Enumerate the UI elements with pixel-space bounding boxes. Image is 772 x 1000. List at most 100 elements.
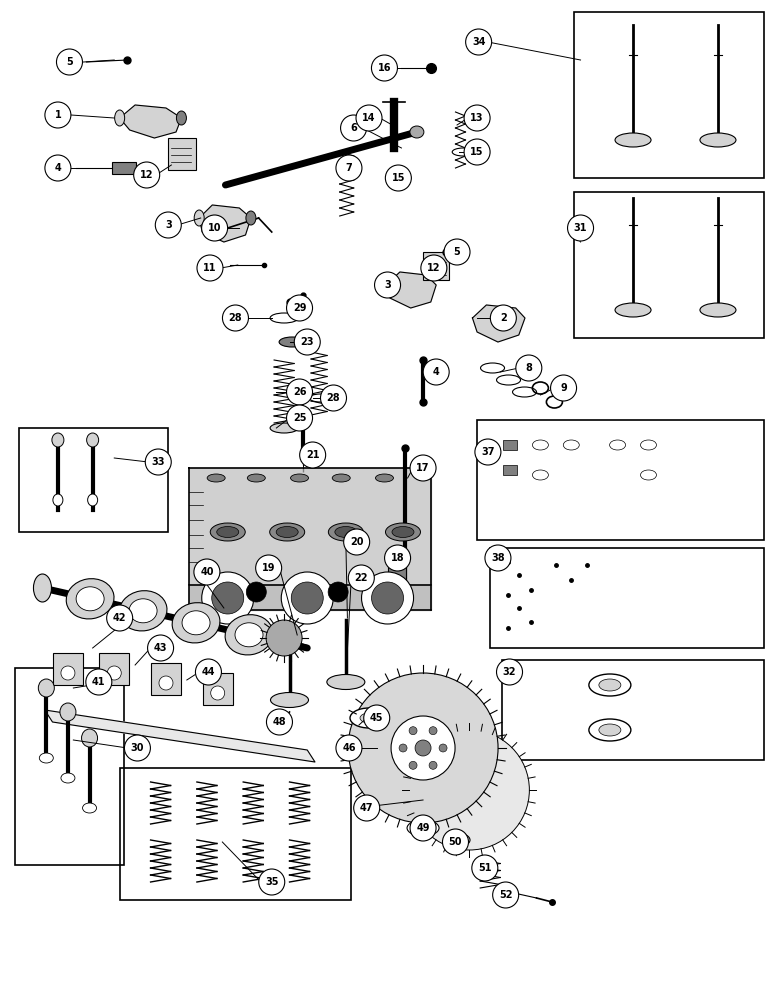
Ellipse shape (88, 494, 97, 506)
Circle shape (145, 449, 171, 475)
Circle shape (201, 572, 254, 624)
Circle shape (516, 355, 542, 381)
Circle shape (246, 582, 266, 602)
Circle shape (194, 559, 220, 585)
Circle shape (429, 761, 437, 769)
Ellipse shape (119, 591, 167, 631)
Text: 28: 28 (327, 393, 340, 403)
Text: 13: 13 (470, 113, 484, 123)
Ellipse shape (533, 470, 548, 480)
Circle shape (212, 582, 244, 614)
Ellipse shape (700, 303, 736, 317)
Ellipse shape (86, 433, 99, 447)
Bar (203, 673, 232, 705)
Ellipse shape (360, 713, 378, 723)
Circle shape (344, 529, 370, 555)
Ellipse shape (83, 803, 96, 813)
Text: 18: 18 (391, 553, 405, 563)
Circle shape (256, 555, 282, 581)
Text: 10: 10 (208, 223, 222, 233)
Ellipse shape (82, 729, 97, 747)
Circle shape (550, 375, 577, 401)
Ellipse shape (182, 611, 210, 635)
Ellipse shape (407, 820, 439, 836)
Text: 44: 44 (201, 667, 215, 677)
Ellipse shape (533, 440, 548, 450)
Circle shape (391, 716, 455, 780)
Circle shape (197, 255, 223, 281)
Circle shape (328, 582, 348, 602)
Ellipse shape (615, 303, 651, 317)
Circle shape (222, 305, 249, 331)
Circle shape (385, 165, 411, 191)
Ellipse shape (480, 363, 505, 373)
Circle shape (195, 659, 222, 685)
Bar (388, 558, 405, 582)
Circle shape (300, 442, 326, 468)
Circle shape (410, 455, 436, 481)
Circle shape (201, 215, 228, 241)
Ellipse shape (327, 674, 365, 690)
Text: 29: 29 (293, 303, 306, 313)
Ellipse shape (276, 526, 298, 538)
Ellipse shape (290, 474, 309, 482)
Bar (502, 660, 764, 760)
Text: 3: 3 (165, 220, 171, 230)
Text: 20: 20 (350, 537, 364, 547)
Circle shape (159, 676, 173, 690)
Ellipse shape (444, 833, 470, 847)
Circle shape (294, 329, 320, 355)
Circle shape (364, 705, 390, 731)
Ellipse shape (225, 615, 273, 655)
Ellipse shape (195, 210, 204, 226)
Bar (53, 653, 83, 685)
Polygon shape (386, 272, 436, 308)
Ellipse shape (247, 474, 266, 482)
Circle shape (567, 215, 594, 241)
Circle shape (464, 139, 490, 165)
Bar (112, 162, 136, 174)
Ellipse shape (328, 523, 364, 541)
Ellipse shape (392, 526, 414, 538)
Circle shape (490, 305, 516, 331)
Circle shape (475, 439, 501, 465)
Text: 2: 2 (500, 313, 506, 323)
Text: 19: 19 (262, 563, 276, 573)
Ellipse shape (385, 523, 421, 541)
Text: 40: 40 (200, 567, 214, 577)
Circle shape (155, 212, 181, 238)
Circle shape (371, 55, 398, 81)
Polygon shape (189, 468, 431, 585)
Ellipse shape (599, 724, 621, 736)
Circle shape (86, 669, 112, 695)
Text: 42: 42 (113, 613, 127, 623)
Circle shape (423, 359, 449, 385)
Ellipse shape (452, 148, 474, 156)
Bar (574, 192, 764, 338)
Ellipse shape (375, 474, 394, 482)
Ellipse shape (335, 526, 357, 538)
Circle shape (409, 730, 530, 850)
Ellipse shape (332, 474, 350, 482)
Ellipse shape (235, 623, 263, 647)
Circle shape (348, 565, 374, 591)
Text: 7: 7 (346, 163, 352, 173)
Circle shape (134, 162, 160, 188)
Bar (574, 12, 764, 178)
Circle shape (409, 727, 417, 735)
Circle shape (439, 744, 447, 752)
Ellipse shape (210, 523, 245, 541)
Text: 1: 1 (55, 110, 61, 120)
Ellipse shape (76, 587, 104, 611)
Circle shape (464, 105, 490, 131)
Circle shape (421, 255, 447, 281)
Text: 34: 34 (472, 37, 486, 47)
Text: 31: 31 (574, 223, 587, 233)
Text: 50: 50 (449, 837, 462, 847)
Ellipse shape (33, 574, 52, 602)
Circle shape (371, 582, 404, 614)
Ellipse shape (641, 440, 656, 450)
Ellipse shape (269, 523, 305, 541)
Ellipse shape (172, 603, 220, 643)
Ellipse shape (564, 440, 579, 450)
